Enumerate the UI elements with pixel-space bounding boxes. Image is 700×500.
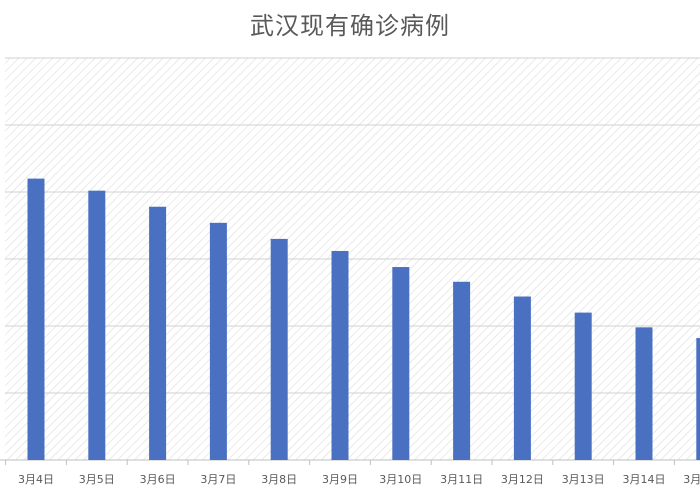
x-tick-label: 3月5日 bbox=[79, 473, 115, 486]
x-tick-label: 3月9日 bbox=[322, 473, 358, 486]
bar-series bbox=[27, 178, 700, 460]
bar bbox=[209, 222, 227, 460]
bar bbox=[453, 281, 471, 460]
bar bbox=[270, 238, 288, 460]
bar bbox=[635, 327, 653, 460]
x-tick-label: 3月12日 bbox=[501, 473, 544, 486]
x-tick-label: 3月7日 bbox=[200, 473, 236, 486]
bar bbox=[392, 267, 410, 460]
x-tick-label: 3月4日 bbox=[18, 473, 54, 486]
chart-title: 武汉现有确诊病例 bbox=[250, 12, 450, 40]
bar bbox=[149, 206, 167, 460]
x-tick-label: 3月15日 bbox=[683, 473, 700, 486]
y-gridlines bbox=[5, 57, 700, 394]
x-tick-label: 3月10日 bbox=[379, 473, 422, 486]
bar bbox=[696, 338, 700, 460]
bar bbox=[331, 250, 349, 460]
x-axis-ticks bbox=[5, 460, 675, 465]
bar bbox=[574, 312, 592, 460]
bar bbox=[513, 296, 531, 460]
bar bbox=[27, 178, 45, 460]
x-tick-label: 3月6日 bbox=[140, 473, 176, 486]
x-tick-label: 3月14日 bbox=[623, 473, 666, 486]
x-axis-tick-labels: 3月4日 3月5日 3月6日 3月7日 3月8日 3月9日 3月10日 3月11日 3月12日 3… bbox=[18, 473, 700, 486]
x-tick-label: 3月11日 bbox=[440, 473, 483, 486]
bar bbox=[88, 190, 106, 460]
x-tick-label: 3月8日 bbox=[261, 473, 297, 486]
x-tick-label: 3月13日 bbox=[562, 473, 605, 486]
